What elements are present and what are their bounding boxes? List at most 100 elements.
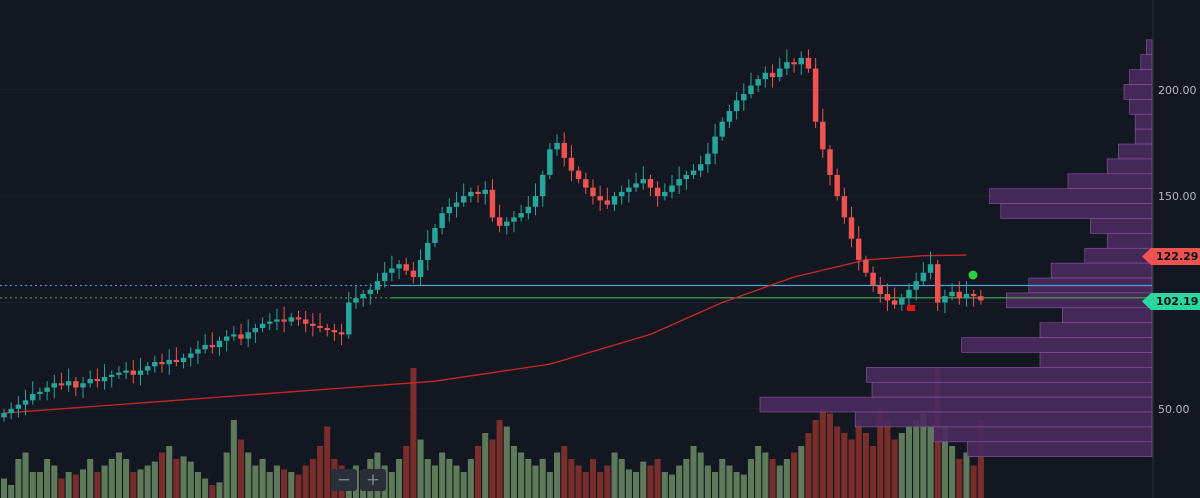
candle-body (848, 217, 855, 239)
volume-profile-bar (1140, 54, 1153, 70)
candle-body (719, 121, 725, 137)
zoom-controls: − + (331, 469, 386, 491)
zoom-in-button[interactable]: + (360, 469, 386, 491)
volume-profile-bar (1146, 39, 1153, 56)
candle-body (970, 293, 977, 297)
volume-bar (309, 459, 316, 498)
candle-body (216, 340, 223, 348)
volume-bar (144, 465, 151, 498)
candle-body (468, 191, 474, 197)
volume-profile-bar (1050, 262, 1153, 279)
candle-body (209, 345, 216, 348)
candle-body (245, 332, 251, 339)
candle-body (604, 200, 611, 205)
volume-profile-bar (866, 367, 1153, 383)
y-axis-tick-label: 150.00 (1158, 190, 1197, 203)
candle-body (274, 319, 280, 322)
volume-bar (783, 459, 790, 498)
candle-body (683, 174, 690, 180)
zoom-out-button[interactable]: − (331, 469, 357, 491)
candle-body (101, 376, 108, 382)
volume-bar (611, 452, 618, 498)
candle-body (58, 383, 65, 386)
candle-body (144, 366, 151, 371)
candle-body (22, 400, 29, 405)
volume-bar (489, 439, 496, 498)
volume-profile-bar (1118, 143, 1153, 160)
volume-profile-bar (854, 411, 1153, 428)
volume-bar (877, 407, 884, 498)
candle-body (331, 330, 338, 333)
candle-body (906, 289, 912, 299)
volume-profile-bar (1123, 84, 1153, 100)
volume-bar (446, 459, 453, 498)
volume-bar (266, 472, 273, 498)
volume-bar (467, 459, 474, 498)
volume-bar (238, 439, 245, 498)
volume-bar (482, 433, 489, 498)
volume-bar (194, 472, 201, 498)
candle-body (252, 328, 259, 333)
volume-bar (941, 426, 948, 498)
candle-body (518, 213, 524, 218)
volume-bar (661, 472, 668, 498)
volume-bar (812, 420, 819, 498)
candle-body (877, 285, 883, 294)
volume-bar (424, 459, 431, 498)
volume-bar (252, 465, 259, 498)
volume-profile-bar (1084, 247, 1153, 264)
candle-body (482, 189, 488, 195)
volume-bar (166, 446, 173, 498)
volume-bar (44, 459, 51, 498)
candle-body (855, 238, 862, 260)
candle-body (65, 381, 72, 386)
volume-bar (546, 472, 553, 498)
candle-body (338, 332, 345, 335)
volume-bar (158, 452, 166, 498)
volume-bar (324, 426, 331, 498)
candle-body (891, 300, 898, 305)
volume-bar (862, 433, 869, 498)
candle-body (733, 100, 740, 112)
candle-body (762, 72, 769, 80)
candle-body (374, 281, 381, 290)
volume-bar (65, 472, 72, 498)
volume-bar (848, 439, 855, 498)
candle-body (949, 291, 955, 297)
candle-body (942, 296, 948, 303)
candle-body (123, 370, 129, 373)
candle-body (475, 191, 481, 195)
volume-bar (740, 474, 747, 498)
candle-body (87, 379, 93, 384)
volume-bar (539, 459, 546, 498)
volume-bar (209, 485, 216, 498)
candle-body (568, 157, 575, 171)
volume-bar (690, 446, 697, 498)
volume-bar (202, 478, 209, 498)
candle-body (353, 298, 359, 303)
volume-bar (891, 439, 898, 498)
volume-profile-bar (966, 441, 1153, 457)
volume-profile-bar (1106, 158, 1153, 175)
volume-bar (949, 446, 956, 498)
volume-bar (805, 433, 812, 498)
volume-bar (130, 472, 137, 498)
volume-bar (87, 459, 94, 498)
candle-body (360, 293, 366, 299)
volume-profile-bar (871, 381, 1153, 398)
candle-body (583, 179, 589, 188)
candle-body (238, 334, 244, 339)
candle-body (827, 149, 833, 175)
candle-body (798, 57, 804, 65)
volume-bar (101, 465, 108, 498)
volume-bar (317, 446, 324, 498)
volume-bar (712, 472, 719, 498)
volume-bar (575, 465, 582, 498)
volume-profile-bar (1134, 113, 1153, 130)
volume-bar (970, 465, 977, 498)
volume-bar (633, 472, 640, 498)
volume-bar (503, 426, 510, 498)
volume-profile-bar (1106, 233, 1153, 249)
volume-bar (230, 420, 237, 498)
